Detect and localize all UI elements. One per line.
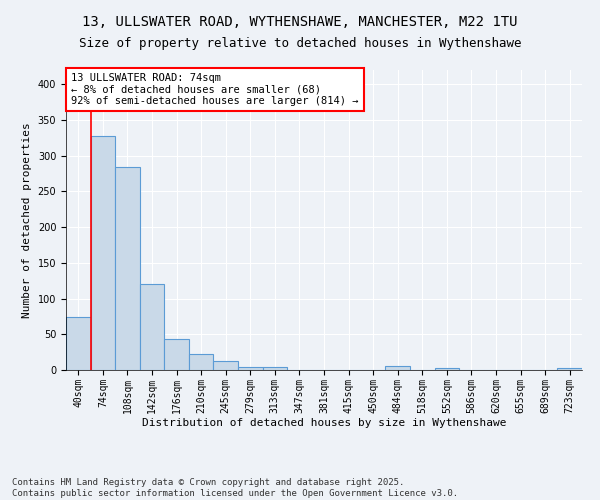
Bar: [140, 284, 164, 370]
Bar: [164, 338, 189, 370]
Bar: [115, 167, 140, 370]
Text: 13, ULLSWATER ROAD, WYTHENSHAWE, MANCHESTER, M22 1TU: 13, ULLSWATER ROAD, WYTHENSHAWE, MANCHES…: [82, 15, 518, 29]
Bar: [263, 367, 287, 370]
Y-axis label: Number of detached properties: Number of detached properties: [22, 122, 32, 318]
Bar: [66, 317, 91, 370]
Bar: [434, 368, 459, 370]
Bar: [238, 367, 263, 370]
Text: Contains HM Land Registry data © Crown copyright and database right 2025.
Contai: Contains HM Land Registry data © Crown c…: [12, 478, 458, 498]
Bar: [385, 366, 410, 370]
Text: 13 ULLSWATER ROAD: 74sqm
← 8% of detached houses are smaller (68)
92% of semi-de: 13 ULLSWATER ROAD: 74sqm ← 8% of detache…: [71, 73, 359, 106]
X-axis label: Distribution of detached houses by size in Wythenshawe: Distribution of detached houses by size …: [142, 418, 506, 428]
Bar: [214, 360, 238, 370]
Bar: [91, 136, 115, 370]
Bar: [557, 368, 582, 370]
Text: Size of property relative to detached houses in Wythenshawe: Size of property relative to detached ho…: [79, 38, 521, 51]
Bar: [189, 354, 214, 370]
